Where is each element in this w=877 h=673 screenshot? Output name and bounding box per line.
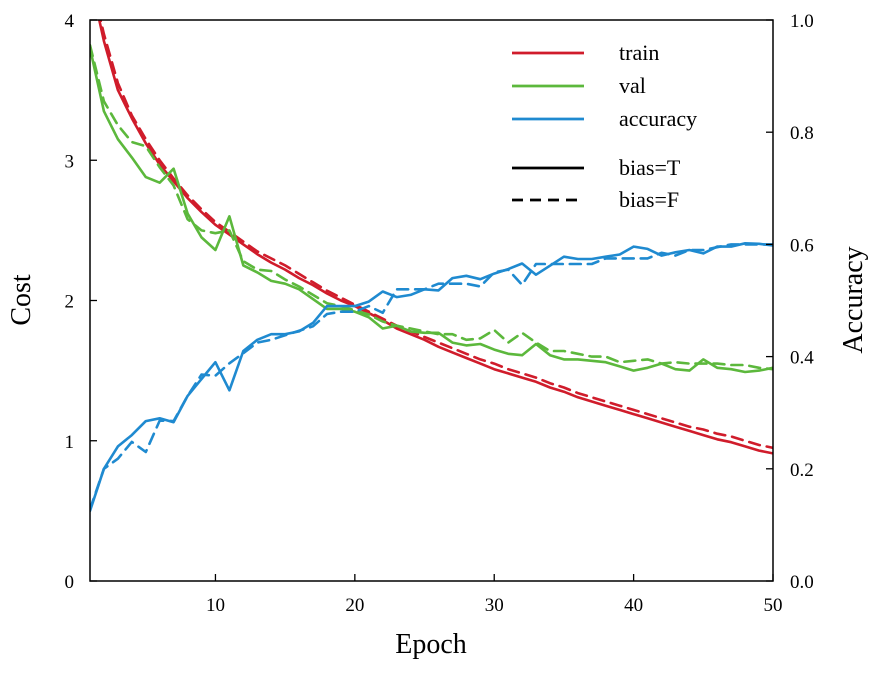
x-tick-label: 40: [624, 595, 643, 616]
x-axis-label: Epoch: [395, 629, 467, 660]
legend-label-val: val: [619, 73, 646, 98]
plot-frame: [89, 19, 774, 582]
x-tick-label: 20: [345, 595, 364, 616]
y2-tick-label: 0.6: [790, 235, 814, 256]
legend-label-train: train: [619, 40, 659, 65]
y-tick-label: 4: [65, 11, 75, 32]
y2-axis-label: Accuracy: [838, 246, 869, 353]
legend-label-bias-t: bias=T: [619, 155, 681, 180]
x-tick-label: 30: [485, 595, 504, 616]
x-tick-label: 50: [764, 595, 783, 616]
y-tick-label: 3: [65, 151, 75, 172]
series-layer: [90, 20, 773, 513]
legend: train val accuracy bias=T bias=F: [512, 40, 697, 212]
legend-label-bias-f: bias=F: [619, 187, 679, 212]
series-line-val-bias-f: [90, 43, 773, 371]
ticks-layer: 10 20 30 40 50 0 1 2 3 4 0.0 0.2 0.4 0.6 0.8 1.0: [65, 11, 815, 616]
y2-tick-label: 1.0: [790, 11, 814, 32]
y2-tick-label: 0.2: [790, 460, 814, 481]
y-tick-label: 1: [65, 432, 75, 453]
series-line-accuracy-bias-t: [90, 242, 773, 513]
y-tick-label: 0: [65, 572, 75, 593]
series-line-train-bias-f: [99, 20, 773, 450]
series-line-train-bias-t: [97, 20, 773, 455]
y-tick-label: 2: [65, 292, 75, 313]
y2-tick-label: 0.4: [790, 348, 814, 369]
y2-tick-label: 0.8: [790, 123, 814, 144]
series-line-accuracy-bias-f: [90, 243, 773, 511]
y2-tick-label: 0.0: [790, 572, 814, 593]
y-axis-label: Cost: [6, 274, 37, 326]
x-tick-label: 10: [206, 595, 225, 616]
legend-label-accuracy: accuracy: [619, 106, 697, 131]
